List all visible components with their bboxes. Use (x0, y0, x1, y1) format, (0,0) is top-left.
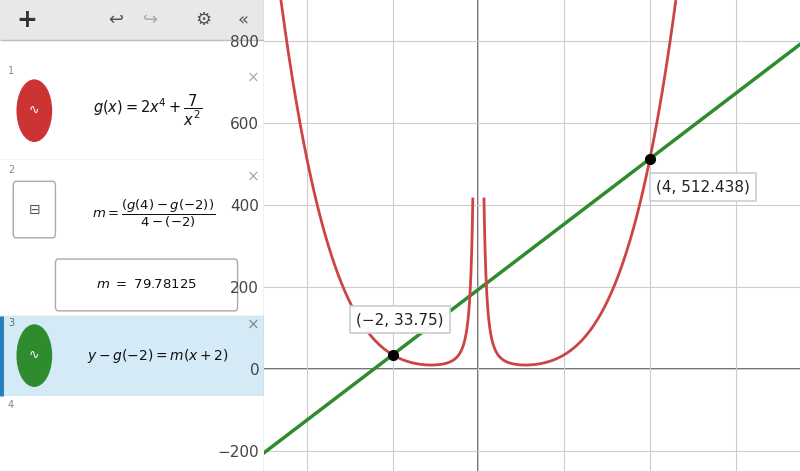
Text: ×: × (247, 71, 260, 86)
Text: ×: × (247, 170, 260, 185)
Text: (−2, 33.75): (−2, 33.75) (356, 312, 444, 327)
FancyBboxPatch shape (0, 160, 264, 316)
Text: ⊟: ⊟ (29, 203, 40, 217)
Circle shape (17, 325, 51, 386)
Text: $y - g(-2) = m(x+2)$: $y - g(-2) = m(x+2)$ (87, 347, 230, 365)
Text: ↩: ↩ (109, 11, 124, 29)
Text: ↪: ↪ (143, 11, 158, 29)
Text: 1: 1 (8, 66, 14, 76)
Text: $m = \dfrac{(g(4)-g(-2))}{4-(-2)}$: $m = \dfrac{(g(4)-g(-2))}{4-(-2)}$ (91, 198, 214, 230)
FancyBboxPatch shape (0, 316, 264, 396)
FancyBboxPatch shape (0, 396, 264, 471)
FancyBboxPatch shape (55, 259, 238, 311)
Text: 4: 4 (8, 400, 14, 410)
Text: (4, 512.438): (4, 512.438) (656, 179, 750, 195)
Text: $g(x) = 2x^4 + \dfrac{7}{x^2}$: $g(x) = 2x^4 + \dfrac{7}{x^2}$ (94, 93, 202, 128)
Text: ∿: ∿ (29, 349, 39, 362)
FancyBboxPatch shape (0, 0, 264, 40)
Text: 2: 2 (8, 165, 14, 175)
FancyBboxPatch shape (13, 181, 55, 238)
Text: $m\ =\ 79.78125$: $m\ =\ 79.78125$ (96, 278, 197, 292)
Text: +: + (16, 8, 37, 32)
Text: ⚙: ⚙ (195, 11, 211, 29)
Text: 3: 3 (8, 318, 14, 328)
Circle shape (17, 80, 51, 141)
Text: ×: × (247, 318, 260, 333)
FancyBboxPatch shape (0, 61, 264, 160)
Text: ∿: ∿ (29, 104, 39, 117)
Text: «: « (238, 11, 248, 29)
